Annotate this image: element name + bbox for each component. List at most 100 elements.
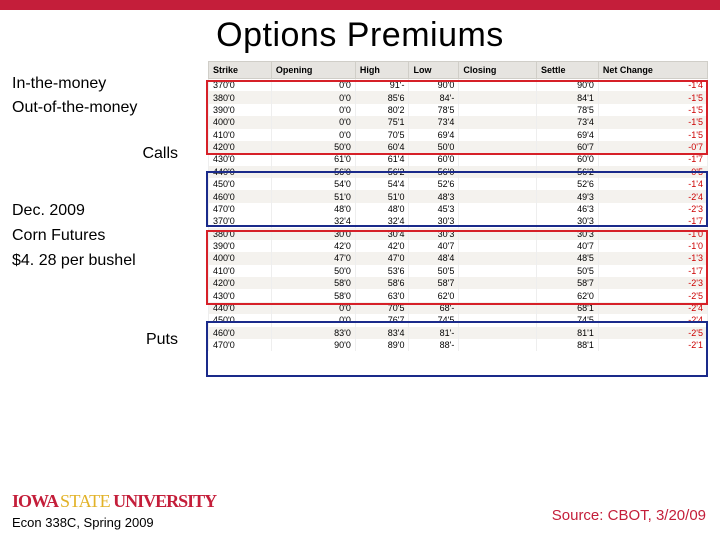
table-cell: 60'0 [536,153,598,165]
table-cell: -1'5 [598,116,707,128]
table-cell [459,141,537,153]
label-calls: Calls [12,145,202,163]
table-cell: 50'0 [409,141,459,153]
table-cell: 61'0 [271,153,355,165]
table-cell: -1'5 [598,104,707,116]
logo-word-1: IOWA [12,491,58,512]
table-cell: 42'0 [355,240,409,252]
table-row: 370'032'432'430'330'3-1'7 [209,215,708,227]
futures-description: Dec. 2009 Corn Futures $4. 28 per bushel [12,201,202,271]
table-cell: 50'0 [271,141,355,153]
logo-word-2: STATE [60,491,110,512]
table-cell: 56'0 [271,166,355,178]
table-cell: 53'6 [355,265,409,277]
table-cell: 54'0 [271,178,355,190]
table-cell: 400'0 [209,116,272,128]
table-cell [459,215,537,227]
table-cell: 50'5 [409,265,459,277]
table-cell: -1'4 [598,178,707,190]
table-cell: 91'- [355,79,409,92]
table-cell: 51'0 [355,190,409,202]
table-cell: 80'2 [355,104,409,116]
table-row: 460'051'051'048'349'3-2'4 [209,190,708,202]
table-cell: 81'1 [536,327,598,339]
table-cell: 47'0 [355,252,409,264]
table-cell: 83'4 [355,327,409,339]
table-cell: 370'0 [209,79,272,92]
table-cell: 30'0 [271,228,355,240]
table-cell: -2'1 [598,339,707,351]
col-header: Settle [536,62,598,79]
table-cell: -1'7 [598,215,707,227]
table-cell: 73'4 [536,116,598,128]
table-cell: 390'0 [209,240,272,252]
table-cell: 60'4 [355,141,409,153]
table-cell: 58'7 [536,277,598,289]
table-cell: -1'5 [598,91,707,103]
table-cell: 47'0 [271,252,355,264]
table-cell [459,190,537,202]
table-cell: 0'0 [271,91,355,103]
table-cell: 440'0 [209,302,272,314]
course-label: Econ 338C, Spring 2009 [12,515,154,530]
table-cell: 430'0 [209,289,272,301]
table-cell: 62'0 [536,289,598,301]
table-cell: 0'0 [271,302,355,314]
col-header: Opening [271,62,355,79]
table-cell [459,327,537,339]
table-cell: 69'4 [536,129,598,141]
table-cell: -1'7 [598,265,707,277]
side-labels: In-the-money Out-of-the-money Calls Dec.… [12,61,202,353]
desc-line-1: Dec. 2009 [12,201,202,222]
desc-line-2: Corn Futures [12,226,202,247]
table-row: 430'061'061'460'060'0-1'7 [209,153,708,165]
table-cell: 88'- [409,339,459,351]
table-cell: 58'0 [271,289,355,301]
table-cell: 45'3 [409,203,459,215]
table-cell: 450'0 [209,178,272,190]
label-out-of-the-money: Out-of-the-money [12,99,202,117]
table-cell: 84'- [409,91,459,103]
table-row: 440'00'070'568'-68'1-2'4 [209,302,708,314]
table-cell: 0'0 [271,79,355,92]
table-row: 400'047'047'048'448'5-1'3 [209,252,708,264]
table-cell: 460'0 [209,327,272,339]
table-cell: 0'0 [271,129,355,141]
table-cell: 40'7 [536,240,598,252]
table-row: 450'054'054'452'652'6-1'4 [209,178,708,190]
table-cell: 470'0 [209,203,272,215]
source-label: Source: CBOT, 3/20/09 [552,507,706,524]
table-cell: 56'2 [536,166,598,178]
table-cell: 450'0 [209,314,272,326]
table-cell: 63'0 [355,289,409,301]
table-cell [459,289,537,301]
desc-line-3: $4. 28 per bushel [12,251,202,272]
table-row: 470'090'089'088'-88'1-2'1 [209,339,708,351]
table-cell: 32'4 [271,215,355,227]
table-cell: 0'0 [271,314,355,326]
table-cell: 46'3 [536,203,598,215]
table-cell: 56'0 [409,166,459,178]
table-cell [459,104,537,116]
table-cell: -2'3 [598,203,707,215]
table-cell: -2'5 [598,327,707,339]
table-cell: 61'4 [355,153,409,165]
table-cell: -1'5 [598,129,707,141]
table-cell: 30'3 [409,215,459,227]
table-cell: 410'0 [209,265,272,277]
table-cell: -1'3 [598,252,707,264]
table-cell: 70'5 [355,302,409,314]
table-row: 450'00'076'774'574'5-2'4 [209,314,708,326]
table-cell: 48'5 [536,252,598,264]
table-cell: -1'0 [598,228,707,240]
table-cell: 73'4 [409,116,459,128]
table-row: 430'058'063'062'062'0-2'5 [209,289,708,301]
table-row: 400'00'075'173'473'4-1'5 [209,116,708,128]
table-cell: 50'0 [271,265,355,277]
table-cell [459,339,537,351]
table-cell: 50'5 [536,265,598,277]
table-cell: 60'7 [536,141,598,153]
col-header: Closing [459,62,537,79]
footer: IOWA STATE UNIVERSITY Econ 338C, Spring … [0,504,720,530]
table-cell: 90'0 [271,339,355,351]
